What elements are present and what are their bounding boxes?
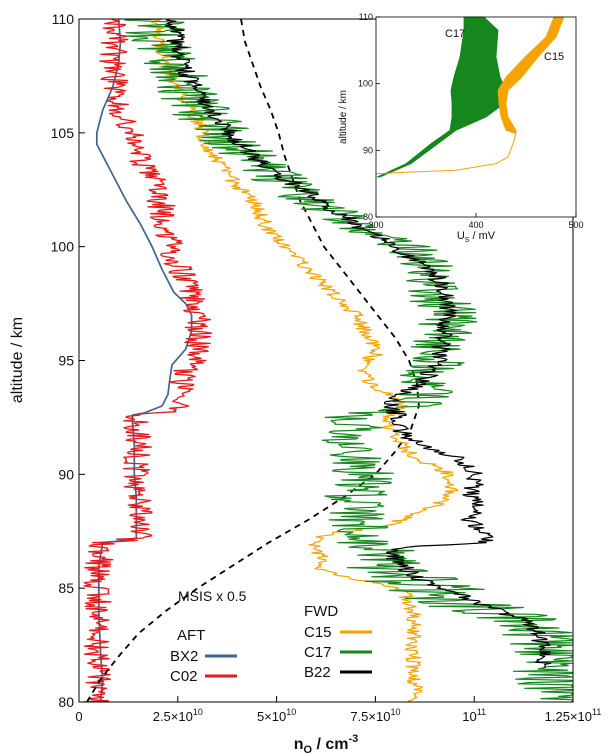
series-line-c15 — [148, 18, 459, 703]
inset-x-tick-label: 500 — [568, 220, 583, 230]
legend-aft: AFT BX2 C02 — [170, 627, 237, 685]
y-tick-label: 90 — [58, 466, 74, 482]
inset-y-tick-label: 90 — [363, 145, 373, 155]
x-tick-label: 0 — [75, 709, 82, 724]
inset-y-tick-label: 110 — [359, 12, 373, 22]
inset-label-c17: C17 — [445, 28, 465, 40]
legend-item-bx2: BX2 — [170, 648, 198, 665]
main-x-axis-title: nO / cm-3 — [294, 733, 359, 755]
series-line-b22 — [164, 18, 552, 669]
legend-item-b22: B22 — [304, 664, 331, 681]
y-tick-label: 100 — [51, 239, 75, 255]
inset-y-axis-title: altitude / km — [338, 90, 349, 144]
y-tick-label: 85 — [58, 580, 74, 596]
y-tick-label: 110 — [52, 11, 75, 27]
x-tick-label: 5×1010 — [257, 707, 296, 724]
legend-item-c02: C02 — [170, 668, 198, 685]
inset-ticks-layer: 300 400 500 80 90 100 110 — [358, 12, 584, 230]
legend-fwd-title: FWD — [304, 603, 338, 620]
inset-y-tick-label: 100 — [358, 79, 373, 89]
y-tick-label: 105 — [51, 125, 75, 141]
x-tick-label: 1011 — [462, 707, 486, 724]
inset-tail-c15 — [375, 133, 517, 175]
inset-series-layer — [375, 16, 565, 178]
legend-fwd: FWD C15 C17 B22 — [304, 603, 372, 681]
inset-x-tick-label: 300 — [368, 220, 383, 230]
main-chart: 0 2.5×1010 5×1010 7.5×1010 1011 1.25×1011 80 85… — [9, 11, 601, 755]
inset-y-tick-label: 80 — [363, 212, 373, 222]
y-tick-label: 95 — [58, 353, 74, 369]
inset-x-tick-label: 400 — [468, 220, 483, 230]
inset-band-c15 — [497, 16, 565, 135]
main-series-layer — [82, 18, 573, 703]
legend-item-c15: C15 — [304, 624, 332, 641]
y-tick-label: 80 — [58, 694, 74, 710]
main-ticks-layer: 0 2.5×1010 5×1010 7.5×1010 1011 1.25×1011 80 85… — [51, 11, 602, 724]
x-tick-label: 2.5×1010 — [153, 707, 203, 724]
inset-label-c15: C15 — [544, 51, 564, 63]
legend-item-c17: C17 — [304, 644, 332, 661]
series-line-msis-x-0-5 — [86, 18, 420, 703]
series-line-c02 — [82, 18, 213, 703]
inset-chart: 300 400 500 80 90 100 110 altitude / km US / m… — [338, 12, 584, 244]
legend-aft-title: AFT — [177, 627, 205, 644]
x-tick-label: 1.25×1011 — [545, 707, 602, 724]
main-y-axis-title: altitude / km — [9, 317, 26, 403]
inset-x-axis-title: US / mV — [457, 230, 496, 244]
x-tick-label: 7.5×1010 — [350, 707, 400, 724]
msis-annotation: MSIS x 0.5 — [178, 588, 247, 604]
